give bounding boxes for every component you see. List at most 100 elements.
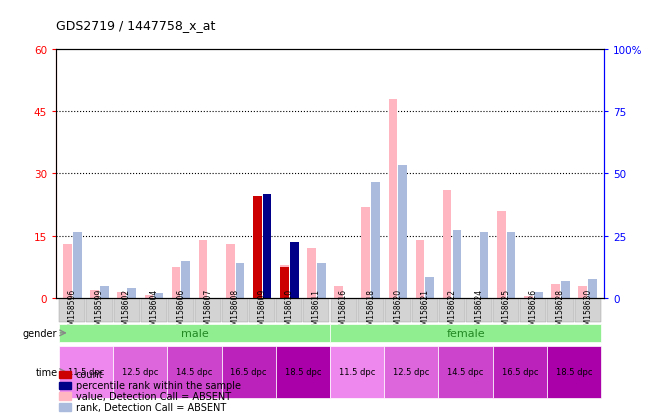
Text: GSM158602: GSM158602 <box>122 288 131 334</box>
Text: GSM158596: GSM158596 <box>68 288 77 334</box>
Bar <box>114 299 140 322</box>
Bar <box>226 244 234 299</box>
Text: 12.5 dpc: 12.5 dpc <box>122 367 158 376</box>
Bar <box>330 324 601 342</box>
Text: time: time <box>36 367 57 377</box>
Bar <box>304 299 329 322</box>
Bar <box>141 299 167 322</box>
Bar <box>277 299 302 322</box>
Bar <box>249 299 275 322</box>
Text: 14.5 dpc: 14.5 dpc <box>176 367 213 376</box>
Bar <box>493 346 547 398</box>
Bar <box>145 295 153 299</box>
Text: 18.5 dpc: 18.5 dpc <box>284 367 321 376</box>
Text: GSM158621: GSM158621 <box>420 288 430 334</box>
Bar <box>331 299 356 322</box>
Text: count: count <box>76 370 104 380</box>
Bar <box>493 299 519 322</box>
Bar <box>276 346 330 398</box>
Bar <box>280 265 289 299</box>
Bar <box>534 292 543 299</box>
Bar <box>90 290 99 299</box>
Bar <box>199 240 207 299</box>
Bar <box>222 346 276 398</box>
Bar <box>59 346 113 398</box>
Bar <box>253 197 261 299</box>
Bar <box>63 244 72 299</box>
Text: percentile rank within the sample: percentile rank within the sample <box>76 380 241 390</box>
Bar <box>263 195 271 299</box>
Text: GSM158620: GSM158620 <box>393 288 403 334</box>
Text: GDS2719 / 1447758_x_at: GDS2719 / 1447758_x_at <box>56 19 215 31</box>
Text: GSM158604: GSM158604 <box>149 288 158 334</box>
Bar <box>222 299 248 322</box>
Bar <box>480 232 488 299</box>
Bar <box>551 284 560 299</box>
Bar <box>113 346 167 398</box>
Text: GSM158609: GSM158609 <box>257 288 267 334</box>
Bar <box>389 100 397 299</box>
Text: 18.5 dpc: 18.5 dpc <box>556 367 592 376</box>
Bar <box>443 190 451 299</box>
Bar <box>371 182 380 299</box>
Text: GSM158610: GSM158610 <box>285 288 294 334</box>
Bar <box>172 267 180 299</box>
Bar <box>384 346 438 398</box>
Text: GSM158611: GSM158611 <box>312 288 321 334</box>
Text: female: female <box>446 328 485 338</box>
Text: GSM158622: GSM158622 <box>447 288 457 334</box>
Bar <box>307 249 316 299</box>
Text: GSM158608: GSM158608 <box>230 288 240 334</box>
Bar <box>73 232 82 299</box>
Bar <box>317 263 325 299</box>
Bar <box>578 286 587 299</box>
Bar <box>195 299 221 322</box>
Bar <box>59 404 71 411</box>
Bar <box>547 346 601 398</box>
Bar <box>426 278 434 299</box>
Bar <box>335 286 343 299</box>
Bar <box>86 299 112 322</box>
Bar <box>167 346 222 398</box>
Bar <box>507 232 515 299</box>
Bar <box>100 286 109 299</box>
Bar <box>575 299 601 322</box>
Bar <box>548 299 574 322</box>
Bar <box>154 293 163 299</box>
Text: GSM158618: GSM158618 <box>366 288 375 334</box>
Bar <box>453 230 461 299</box>
Bar <box>497 211 506 299</box>
Bar <box>59 382 71 389</box>
Bar <box>358 299 383 322</box>
Bar <box>438 346 493 398</box>
Text: value, Detection Call = ABSENT: value, Detection Call = ABSENT <box>76 392 231 401</box>
Text: GSM158599: GSM158599 <box>95 288 104 334</box>
Bar <box>385 299 411 322</box>
Bar <box>59 371 71 378</box>
Text: GSM158624: GSM158624 <box>475 288 484 334</box>
Text: GSM158625: GSM158625 <box>502 288 511 334</box>
Bar <box>588 280 597 299</box>
Bar <box>520 299 546 322</box>
Bar <box>399 166 407 299</box>
Bar <box>466 299 492 322</box>
Bar <box>416 240 424 299</box>
Bar <box>439 299 465 322</box>
Bar <box>59 299 85 322</box>
Text: gender: gender <box>23 328 57 338</box>
Bar <box>127 288 136 299</box>
Text: GSM158616: GSM158616 <box>339 288 348 334</box>
Bar <box>280 267 289 299</box>
Text: male: male <box>181 328 209 338</box>
Text: 11.5 dpc: 11.5 dpc <box>339 367 376 376</box>
Text: GSM158606: GSM158606 <box>176 288 185 334</box>
Bar <box>362 207 370 299</box>
Bar <box>290 242 298 299</box>
Text: 16.5 dpc: 16.5 dpc <box>502 367 538 376</box>
Bar <box>524 297 533 299</box>
Bar <box>561 282 570 299</box>
Text: GSM158630: GSM158630 <box>583 288 592 334</box>
Bar <box>412 299 438 322</box>
Bar <box>182 261 190 299</box>
Text: 11.5 dpc: 11.5 dpc <box>68 367 104 376</box>
